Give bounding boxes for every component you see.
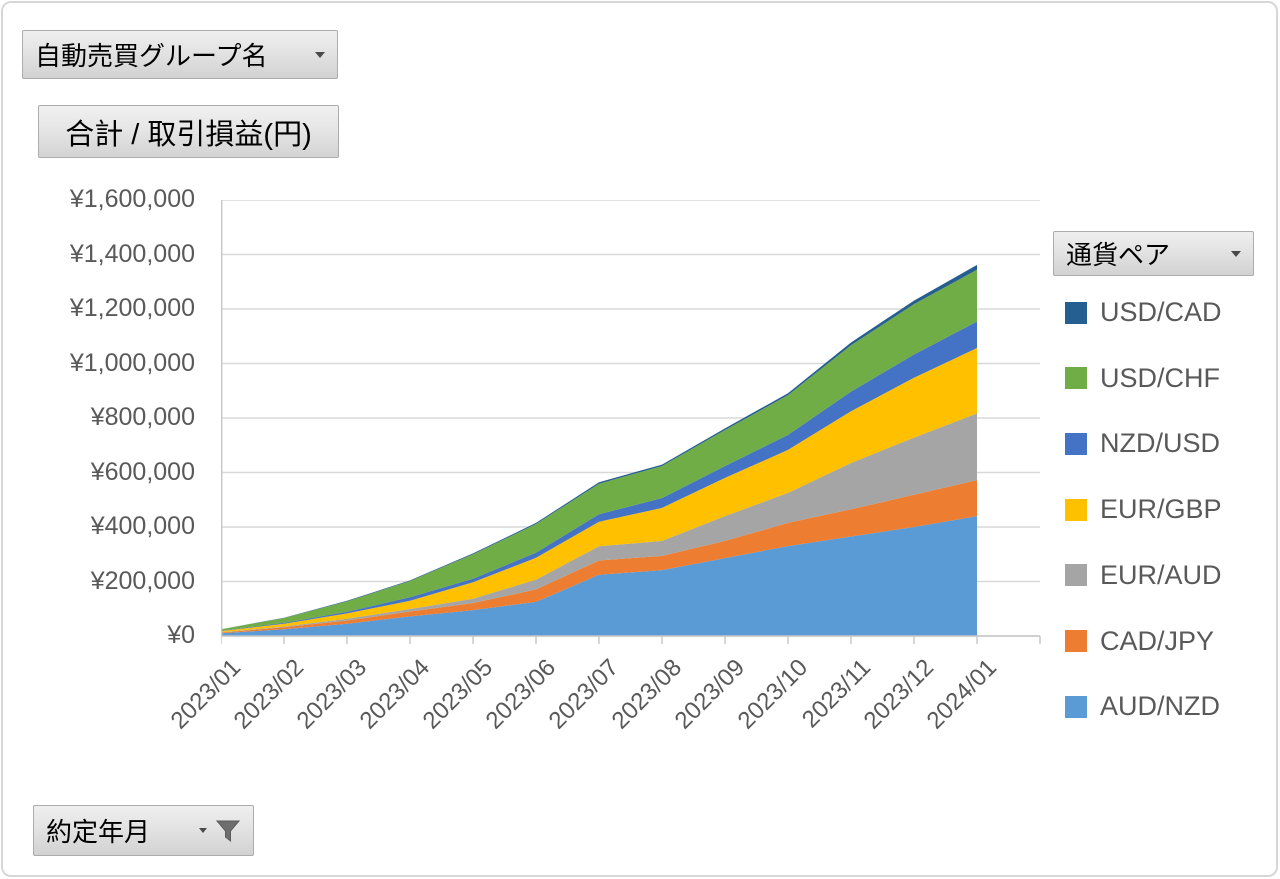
stacked-area-plot bbox=[221, 200, 1041, 644]
legend-item: CAD/JPY bbox=[1065, 626, 1214, 657]
y-tick-label: ¥1,000,000 bbox=[69, 348, 195, 377]
chevron-down-icon bbox=[1231, 250, 1241, 257]
chart-title-button[interactable]: 合計 / 取引損益(円) bbox=[38, 105, 339, 158]
x-tick-label: 2023/05 bbox=[417, 654, 499, 735]
legend-label: USD/CAD bbox=[1100, 297, 1222, 327]
y-tick-label: ¥200,000 bbox=[90, 566, 195, 595]
x-tick-label: 2023/08 bbox=[606, 654, 688, 735]
legend-field-label: 通貨ペア bbox=[1066, 240, 1171, 270]
stacked-areas bbox=[221, 264, 977, 636]
x-tick-label: 2023/07 bbox=[543, 654, 625, 735]
legend-item: EUR/GBP bbox=[1065, 494, 1222, 525]
y-tick-label: ¥1,200,000 bbox=[69, 293, 195, 322]
x-tick-label: 2024/01 bbox=[921, 654, 1003, 735]
y-tick-label: ¥800,000 bbox=[90, 402, 195, 431]
chart-title: 合計 / 取引損益(円) bbox=[65, 118, 312, 151]
legend-swatch-icon bbox=[1065, 432, 1087, 455]
legend-item: USD/CAD bbox=[1065, 297, 1222, 328]
pivot-field-button-legend[interactable]: 通貨ペア bbox=[1053, 231, 1254, 276]
x-tick-label: 2023/10 bbox=[732, 654, 814, 735]
legend-label: EUR/AUD bbox=[1100, 559, 1222, 590]
x-tick-label: 2023/12 bbox=[858, 654, 940, 735]
x-tick-label: 2023/03 bbox=[291, 654, 373, 735]
legend-label: AUD/NZD bbox=[1100, 691, 1220, 722]
y-tick-label: ¥1,600,000 bbox=[69, 184, 195, 213]
filter-funnel-icon bbox=[215, 820, 241, 842]
legend-item: AUD/NZD bbox=[1065, 691, 1220, 722]
legend-item: NZD/USD bbox=[1065, 428, 1220, 459]
y-tick-label: ¥1,400,000 bbox=[69, 239, 195, 268]
area-series-AUD-NZD bbox=[221, 516, 977, 636]
x-tick-label: 2023/02 bbox=[228, 654, 310, 735]
legend-label: NZD/USD bbox=[1100, 428, 1220, 459]
chevron-down-icon bbox=[199, 828, 207, 833]
group-field-label: 自動売買グループ名 bbox=[35, 41, 268, 71]
legend-swatch-icon bbox=[1065, 564, 1087, 587]
legend-item: USD/CHF bbox=[1065, 363, 1220, 394]
legend-item: EUR/AUD bbox=[1065, 560, 1222, 591]
x-tick-label: 2023/04 bbox=[354, 654, 436, 735]
legend-label: EUR/GBP bbox=[1100, 494, 1222, 525]
axis-lines bbox=[221, 200, 1041, 644]
legend-label: CAD/JPY bbox=[1100, 625, 1215, 656]
axis-field-label: 約定年月 bbox=[46, 817, 151, 847]
y-tick-label: ¥0 bbox=[167, 620, 195, 649]
chevron-down-icon bbox=[315, 51, 325, 58]
x-tick-label: 2023/09 bbox=[669, 654, 751, 735]
pivot-field-button-axis[interactable]: 約定年月 bbox=[33, 805, 254, 856]
y-tick-label: ¥600,000 bbox=[90, 457, 195, 486]
legend-swatch-icon bbox=[1065, 630, 1087, 652]
x-tick-label: 2023/01 bbox=[165, 654, 247, 735]
legend-label: USD/CHF bbox=[1100, 362, 1220, 393]
legend-swatch-icon bbox=[1065, 367, 1087, 390]
legend-swatch-icon bbox=[1065, 695, 1087, 718]
legend-swatch-icon bbox=[1065, 301, 1087, 324]
pivot-field-button-group[interactable]: 自動売買グループ名 bbox=[22, 30, 338, 79]
x-tick-label: 2023/06 bbox=[480, 654, 562, 735]
y-tick-label: ¥400,000 bbox=[90, 511, 195, 540]
legend-swatch-icon bbox=[1065, 498, 1087, 521]
